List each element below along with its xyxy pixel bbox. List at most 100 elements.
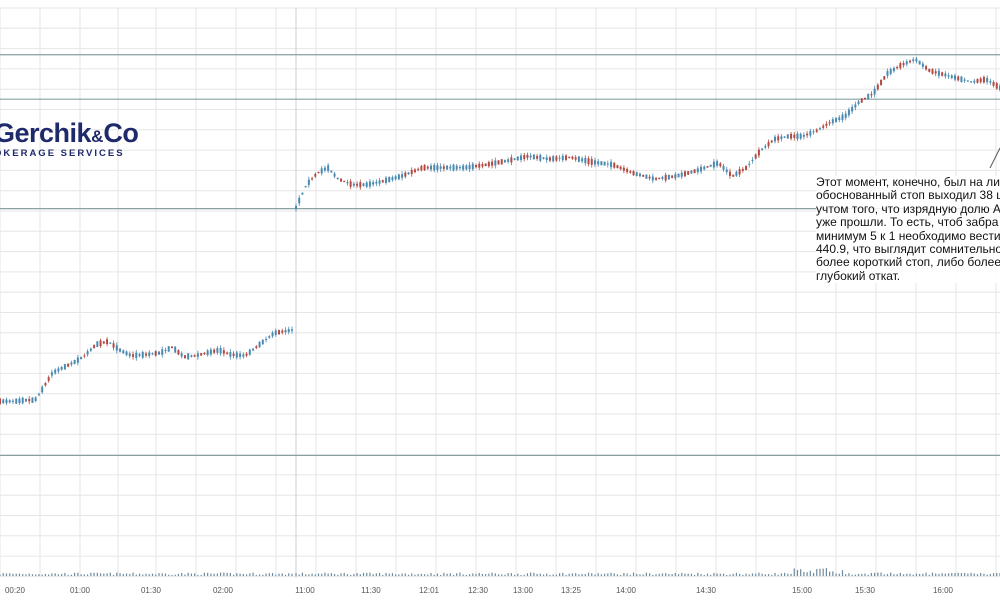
candle-body-1-12 <box>333 173 336 177</box>
candle-body-1-19 <box>356 183 359 186</box>
volume-bar-1-120 <box>681 572 683 576</box>
volume-bar-1-100 <box>616 574 619 576</box>
volume-bar-1-67 <box>510 573 512 576</box>
volume-bar-1-66 <box>507 573 509 576</box>
volume-bar-1-75 <box>536 573 538 576</box>
x-tick-label-1: 01:00 <box>70 586 91 595</box>
candle-body-0-51 <box>164 349 167 352</box>
volume-bar-1-145 <box>761 573 763 576</box>
candle-body-1-217 <box>992 81 995 86</box>
candle-body-0-11 <box>34 397 37 401</box>
candle-body-1-134 <box>725 169 728 173</box>
candle-body-1-94 <box>597 161 600 165</box>
logo-name-part1: Gerchik <box>0 118 92 148</box>
volume-bar-0-44 <box>142 574 144 576</box>
volume-bar-1-71 <box>523 574 525 576</box>
volume-bar-1-82 <box>558 573 561 576</box>
candle-body-1-174 <box>854 104 857 108</box>
candle-body-1-89 <box>581 158 584 162</box>
candle-body-1-83 <box>561 155 564 161</box>
volume-bar-1-62 <box>494 573 496 576</box>
volume-bar-1-138 <box>739 573 741 576</box>
volume-bar-0-56 <box>181 573 183 576</box>
volume-bar-0-76 <box>245 574 248 576</box>
volume-bar-0-68 <box>220 572 222 576</box>
candle-body-1-153 <box>786 134 789 139</box>
volume-bar-1-72 <box>526 573 529 576</box>
candle-body-1-37 <box>413 169 416 173</box>
volume-bar-1-91 <box>587 572 590 576</box>
volume-bar-0-3 <box>9 573 11 576</box>
candle-body-1-67 <box>510 157 513 163</box>
volume-bar-1-0 <box>295 573 297 576</box>
candle-body-1-170 <box>841 114 844 121</box>
volume-bar-0-30 <box>96 572 98 576</box>
candle-body-0-58 <box>187 353 190 360</box>
candle-body-1-53 <box>465 165 468 170</box>
volume-bar-1-183 <box>883 574 885 576</box>
brand-logo: Gerchik&Co OKERAGE SERVICES <box>0 118 139 159</box>
candle-body-1-178 <box>867 94 870 100</box>
candle-body-0-28 <box>89 348 92 351</box>
x-tick-label-0: 00:20 <box>5 586 26 595</box>
x-tick-label-5: 11:30 <box>361 586 381 595</box>
volume-bar-0-54 <box>174 574 176 576</box>
volume-bar-1-173 <box>851 574 853 576</box>
annotation-pointer <box>989 147 1000 169</box>
volume-bar-1-49 <box>452 574 455 576</box>
candle-body-1-107 <box>638 173 641 177</box>
volume-bar-1-170 <box>841 570 844 576</box>
candle-body-0-70 <box>226 352 229 354</box>
volume-bar-1-9 <box>324 572 326 576</box>
candle-body-1-11 <box>330 170 333 173</box>
volume-bar-0-89 <box>288 573 290 576</box>
candle-body-1-87 <box>574 157 577 160</box>
candle-body-1-0 <box>295 205 297 210</box>
volume-bar-0-69 <box>223 572 225 576</box>
volume-bar-1-95 <box>600 574 602 576</box>
candle-body-1-113 <box>658 177 661 180</box>
candle-body-1-18 <box>352 183 355 186</box>
candle-body-1-74 <box>532 154 535 160</box>
candle-body-1-146 <box>764 145 767 148</box>
candle-body-0-71 <box>229 352 232 357</box>
candle-body-1-96 <box>603 161 606 166</box>
candle-body-0-57 <box>183 355 186 359</box>
candle-body-0-12 <box>37 393 40 396</box>
candle-body-1-26 <box>378 180 381 184</box>
candle-body-0-72 <box>232 353 235 356</box>
candle-body-1-120 <box>680 172 683 177</box>
candle-body-0-55 <box>177 350 180 355</box>
volume-bar-0-70 <box>226 572 228 576</box>
volume-bar-1-176 <box>861 573 863 576</box>
candle-body-1-215 <box>986 77 989 83</box>
volume-bar-1-43 <box>433 574 435 576</box>
volume-bar-1-27 <box>382 574 384 576</box>
volume-bar-1-160 <box>809 570 811 576</box>
candle-body-0-53 <box>170 346 173 349</box>
x-tick-label-8: 13:00 <box>513 586 534 595</box>
volume-bar-1-115 <box>665 573 667 576</box>
candle-body-1-202 <box>944 73 947 77</box>
volume-bar-0-11 <box>35 574 37 576</box>
candle-body-1-14 <box>340 178 343 182</box>
candle-body-0-0 <box>0 398 1 405</box>
volume-bar-1-206 <box>957 572 959 576</box>
volume-bar-1-89 <box>581 573 583 576</box>
volume-bar-1-81 <box>555 574 557 576</box>
volume-bar-0-4 <box>12 573 14 576</box>
volume-bar-1-51 <box>459 572 461 576</box>
volume-bar-1-106 <box>636 573 638 576</box>
candle-body-0-67 <box>216 348 219 353</box>
candle-body-1-168 <box>835 117 838 123</box>
volume-bar-1-119 <box>677 574 680 576</box>
volume-bar-1-199 <box>935 573 937 576</box>
candle-body-0-49 <box>157 351 160 355</box>
volume-bar-1-74 <box>533 572 535 576</box>
candle-body-0-85 <box>274 330 277 336</box>
volume-bar-1-146 <box>764 574 766 576</box>
candle-body-1-32 <box>397 174 400 180</box>
candle-body-1-23 <box>368 181 371 187</box>
volume-bar-0-19 <box>61 574 63 576</box>
candle-body-1-77 <box>542 157 545 160</box>
